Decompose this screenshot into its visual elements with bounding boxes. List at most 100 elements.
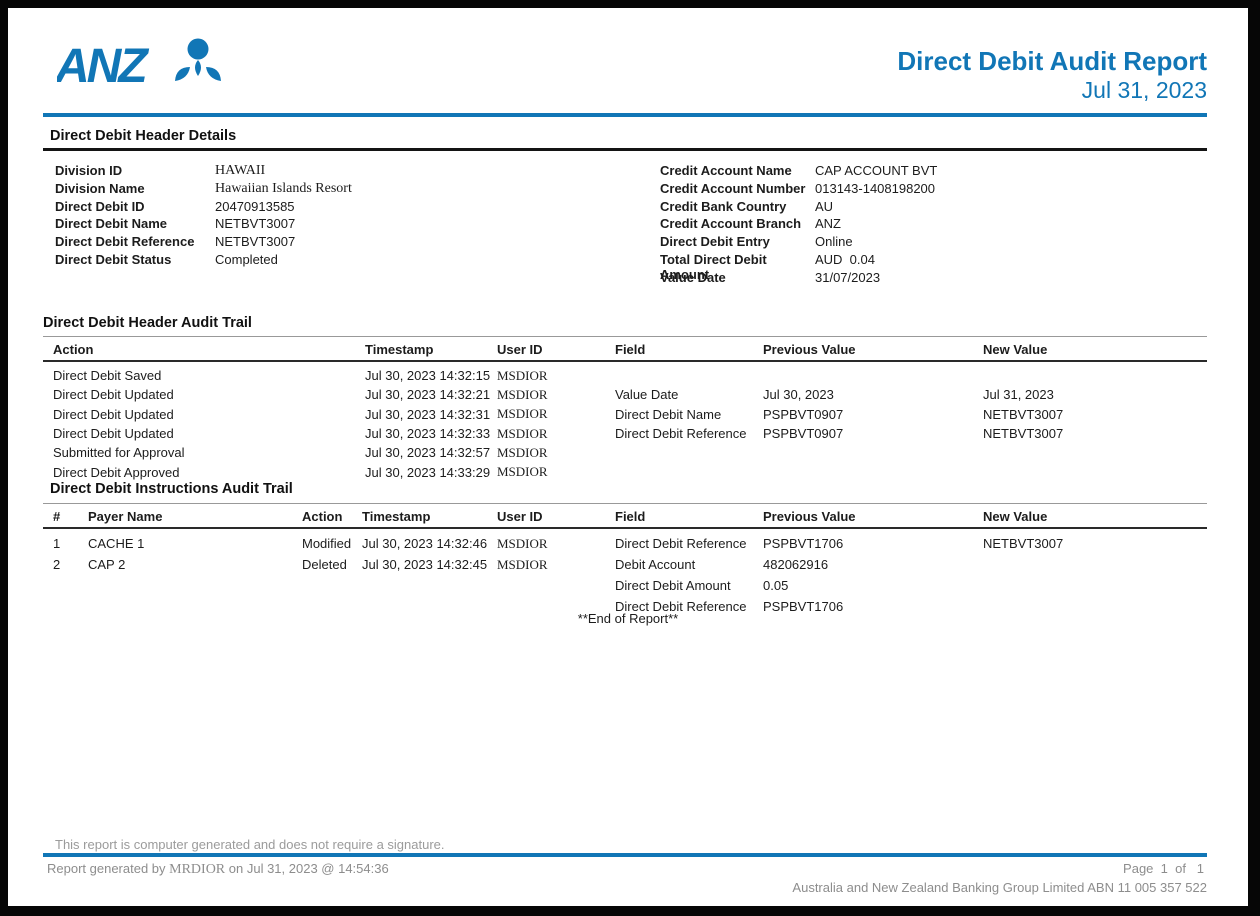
table-cell: Jul 30, 2023 14:32:31: [365, 406, 491, 422]
report-date: Jul 31, 2023: [1081, 77, 1207, 103]
table-cell: NETBVT3007: [983, 406, 1064, 422]
table-cell: Jul 30, 2023 14:32:15: [365, 368, 491, 384]
header-details-left: Division ID HAWAII Division Name Hawaiian I…: [55, 163, 635, 270]
table-cell: Jul 31, 2023: [983, 387, 1054, 403]
table-cell: Jul 30, 2023 14:32:46: [362, 536, 488, 551]
detail-row: Credit Bank Country AU: [660, 199, 1220, 217]
table-cell: Jul 30, 2023 14:32:45: [362, 557, 488, 572]
table-cell: MSDIOR: [497, 444, 548, 460]
table-row: Direct Debit Reference PSPBVT1706: [43, 596, 1207, 617]
table-cell: Direct Debit Updated: [53, 387, 174, 403]
table-cell: NETBVT3007: [983, 426, 1064, 442]
table-cell: Direct Debit Approved: [53, 464, 180, 480]
detail-label: Division Name: [55, 180, 145, 196]
table-header-rule: [43, 360, 1207, 362]
detail-value: Online: [815, 234, 853, 250]
detail-row: Total Direct Debit Amount AUD 0.04: [660, 251, 1220, 282]
table-row: Submitted for Approval Jul 30, 2023 14:32…: [43, 443, 1207, 462]
generated-by-line: Report generated by MRDIOR on Jul 31, 20…: [47, 861, 389, 878]
detail-value: Completed: [215, 251, 278, 267]
table-header-rule: [43, 527, 1207, 529]
detail-value: AU: [815, 198, 834, 214]
detail-label: Division ID: [55, 163, 123, 178]
detail-row: Credit Account Name CAP ACCOUNT BVT: [660, 163, 1220, 181]
table-row: 2 CAP 2 Deleted Jul 30, 2023 14:32:45 MSDIOR…: [43, 554, 1207, 575]
detail-value: ANZ: [815, 216, 841, 232]
end-of-report-marker: **End of Report**: [577, 611, 679, 626]
detail-row: Value Date 31/07/2023: [660, 270, 1220, 288]
column-header: Payer Name: [88, 508, 163, 524]
detail-value: AUD 0.04: [815, 251, 875, 267]
detail-row: Direct Debit Entry Online: [660, 234, 1220, 252]
table-row: Direct Debit Updated Jul 30, 2023 14:32:3…: [43, 424, 1207, 443]
table-top-rule: [43, 336, 1207, 337]
table-cell: PSPBVT0907: [763, 406, 844, 422]
detail-label: Credit Account Branch: [660, 216, 802, 232]
table-row: Direct Debit Updated Jul 30, 2023 14:32:2…: [43, 385, 1207, 404]
company-abn-line: Australia and New Zealand Banking Group …: [792, 880, 1207, 895]
svg-text:ANZ: ANZ: [57, 40, 149, 93]
header-details-right: Credit Account Name CAP ACCOUNT BVT Credit…: [660, 163, 1220, 288]
detail-value: HAWAII: [215, 163, 266, 178]
table-cell: Direct Debit Reference: [615, 426, 747, 442]
detail-value: CAP ACCOUNT BVT: [815, 163, 938, 178]
table-cell: Debit Account: [615, 557, 696, 572]
table-cell: MSDIOR: [497, 425, 548, 441]
anz-logo-icon: ANZ: [54, 38, 221, 93]
table-cell: NETBVT3007: [983, 536, 1064, 551]
table-cell: 2: [53, 557, 61, 572]
detail-value: 20470913585: [215, 198, 295, 214]
detail-label: Credit Account Number: [660, 180, 806, 196]
table-body: 1 CACHE 1 Modified Jul 30, 2023 14:32:46 MSD…: [43, 529, 1207, 617]
generated-by-suffix: on Jul 31, 2023 @ 14:54:36: [225, 861, 389, 876]
column-header: Timestamp: [362, 508, 431, 524]
section-divider: [43, 148, 1207, 151]
table-row: 1 CACHE 1 Modified Jul 30, 2023 14:32:46 MSD…: [43, 533, 1207, 554]
table-cell: PSPBVT1706: [763, 536, 844, 551]
table-row: Direct Debit Amount 0.05: [43, 575, 1207, 596]
column-header: New Value: [983, 508, 1048, 524]
table-cell: Submitted for Approval: [53, 445, 185, 461]
header-audit-table: Action Timestamp User ID Field Previous Valu…: [43, 336, 1207, 482]
table-cell: Jul 30, 2023 14:33:29: [365, 464, 491, 480]
table-cell: 482062916: [763, 557, 829, 572]
detail-label: Value Date: [660, 269, 726, 285]
instructions-audit-table: # Payer Name Action Timestamp User ID Field Pr…: [43, 503, 1207, 617]
table-row: Direct Debit Saved Jul 30, 2023 14:32:15 M…: [43, 366, 1207, 385]
table-cell: Direct Debit Saved: [53, 368, 162, 384]
column-header: Field: [615, 508, 646, 524]
detail-row: Direct Debit Status Completed: [55, 252, 635, 270]
table-cell: PSPBVT1706: [763, 599, 844, 614]
table-body: Direct Debit Saved Jul 30, 2023 14:32:15 M…: [43, 362, 1207, 482]
table-cell: PSPBVT0907: [763, 426, 844, 442]
detail-label: Total Direct Debit Amount: [660, 251, 767, 282]
detail-value: 013143-1408198200: [815, 180, 936, 196]
column-header: Previous Value: [763, 508, 856, 524]
detail-value: Hawaiian Islands Resort: [215, 180, 352, 196]
table-cell: MSDIOR: [497, 367, 548, 383]
detail-label: Direct Debit Name: [55, 216, 167, 232]
detail-label: Credit Bank Country: [660, 198, 787, 214]
detail-row: Direct Debit Reference NETBVT3007: [55, 234, 635, 252]
column-header: User ID: [497, 341, 543, 357]
page-number: Page 1 of 1: [1123, 861, 1204, 876]
column-header: Field: [615, 341, 646, 357]
column-header: Timestamp: [365, 341, 434, 357]
detail-row: Direct Debit Name NETBVT3007: [55, 216, 635, 234]
table-cell: Modified: [302, 536, 352, 551]
table-cell: Direct Debit Updated: [53, 406, 174, 422]
table-cell: Jul 30, 2023 14:32:21: [365, 387, 491, 403]
section-title-instructions-audit: Direct Debit Instructions Audit Trail: [50, 481, 293, 497]
detail-label: Direct Debit Reference: [55, 234, 195, 250]
detail-row: Direct Debit ID 20470913585: [55, 199, 635, 217]
anz-logo: ANZ: [54, 36, 229, 94]
table-cell: Deleted: [302, 557, 347, 572]
column-header: Action: [302, 508, 343, 524]
detail-value: NETBVT3007: [215, 216, 296, 232]
table-cell: Jul 30, 2023 14:32:33: [365, 426, 491, 442]
generated-by-user: MRDIOR: [169, 862, 226, 877]
table-cell: Direct Debit Reference: [615, 599, 747, 614]
generated-by-prefix: Report generated by: [47, 861, 170, 876]
detail-row: Credit Account Branch ANZ: [660, 216, 1220, 234]
